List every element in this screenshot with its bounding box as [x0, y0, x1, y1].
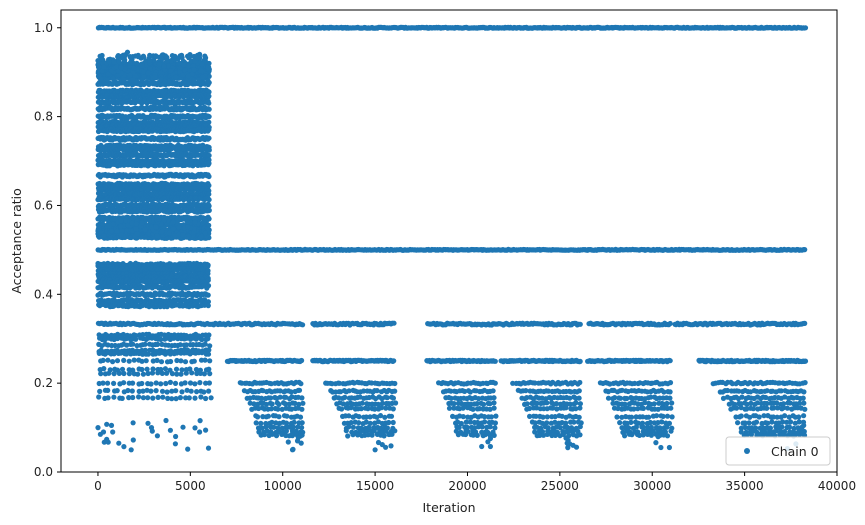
data-point [206, 197, 212, 203]
data-point [206, 127, 212, 133]
data-point [802, 320, 808, 326]
data-point [391, 320, 397, 326]
data-point [667, 320, 673, 327]
data-point [206, 207, 212, 213]
data-point [802, 247, 808, 253]
data-point [206, 106, 212, 112]
data-point [206, 135, 212, 141]
data-point [206, 93, 212, 99]
data-points [95, 24, 809, 453]
data-point [802, 25, 809, 31]
data-point [206, 147, 212, 153]
data-point [206, 160, 212, 166]
data-point [577, 321, 583, 327]
data-point [206, 173, 212, 180]
data-point [300, 322, 306, 328]
data-point [206, 152, 212, 159]
data-point [206, 100, 212, 106]
data-point [206, 114, 212, 120]
